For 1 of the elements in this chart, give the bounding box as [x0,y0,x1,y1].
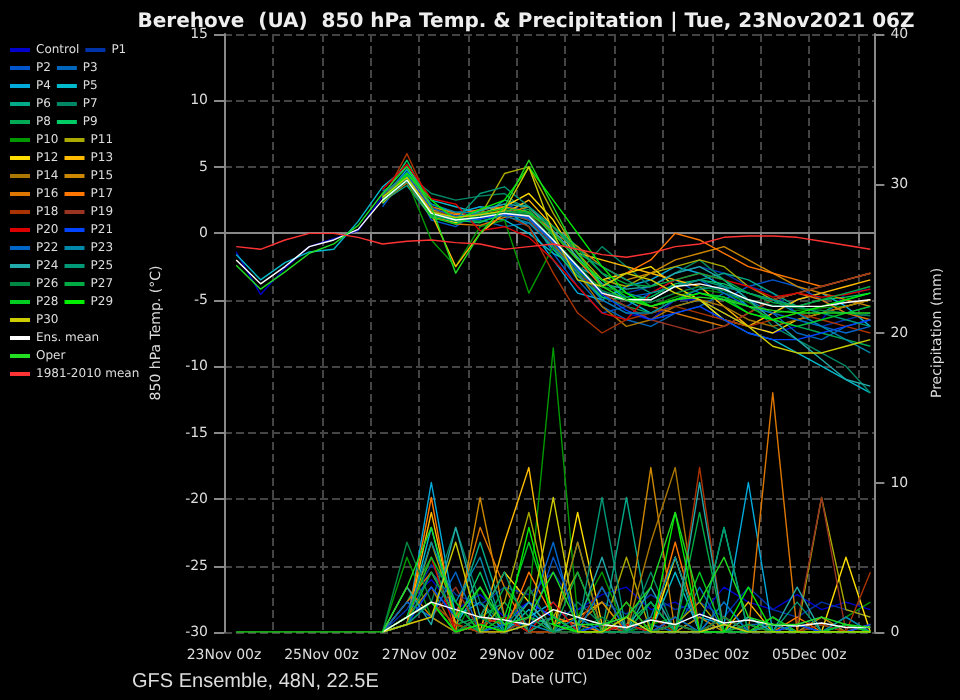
text: GFS Ensemble, 48N, 22.5E [132,671,380,693]
